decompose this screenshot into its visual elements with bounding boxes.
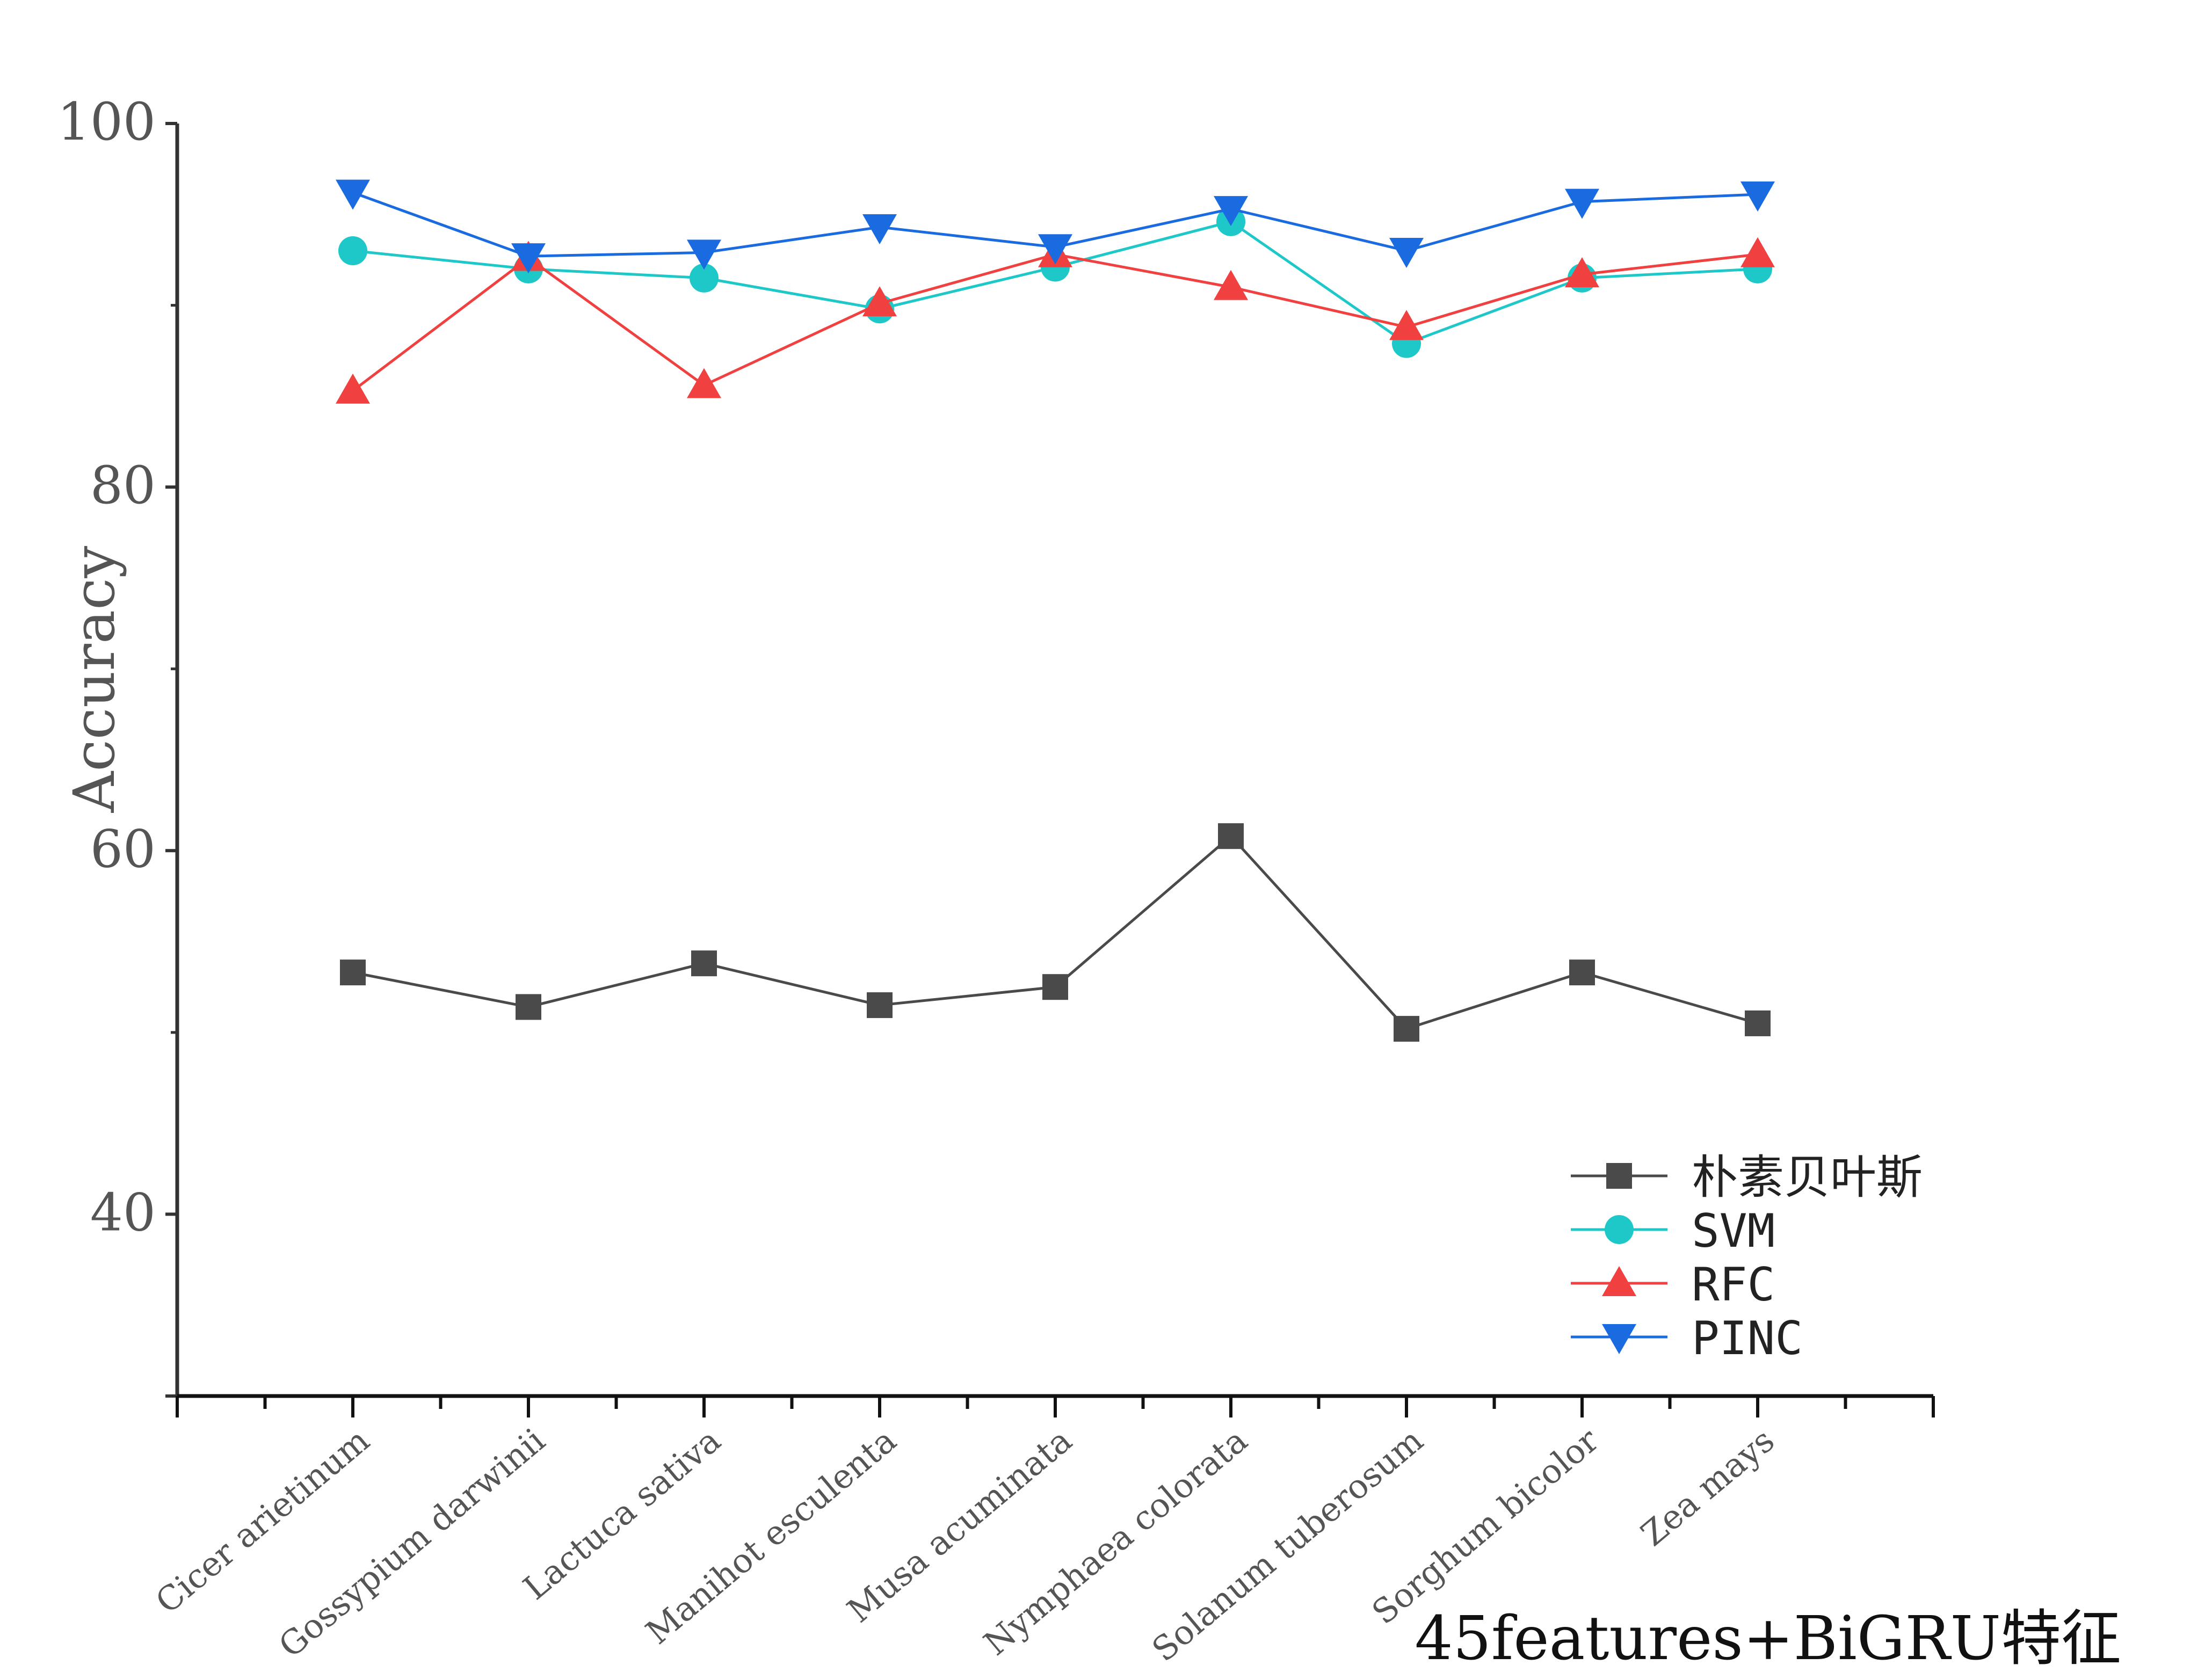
legend-item-naive-bayes: 朴素贝叶斯: [1571, 1151, 1923, 1204]
data-point-pinc: [1740, 181, 1775, 212]
data-point-rfc: [336, 373, 370, 404]
data-point-pinc: [336, 179, 370, 210]
data-point-rfc: [862, 286, 897, 317]
data-point-naive-bayes: [691, 950, 717, 977]
y-tick-label: 40: [90, 1182, 156, 1242]
legend-marker: [1602, 1324, 1636, 1354]
legend-label: PINC: [1692, 1312, 1803, 1365]
data-point-naive-bayes: [1745, 1010, 1771, 1036]
y-tick-label: 100: [57, 92, 156, 152]
y-tick-label: 80: [90, 455, 156, 515]
legend-label: RFC: [1692, 1258, 1775, 1312]
data-point-naive-bayes: [1569, 959, 1595, 986]
chart-caption: 45features+BiGRU特征: [1415, 1604, 2121, 1672]
data-point-naive-bayes: [1394, 1016, 1419, 1042]
data-point-pinc: [1214, 196, 1248, 227]
data-point-rfc: [1565, 257, 1599, 288]
data-point-pinc: [1389, 238, 1424, 268]
legend-marker: [1606, 1163, 1632, 1189]
legend-marker: [1605, 1215, 1634, 1244]
data-point-naive-bayes: [516, 994, 541, 1020]
data-point-naive-bayes: [340, 959, 366, 986]
legend-label: 朴素贝叶斯: [1692, 1151, 1923, 1204]
legend-item-svm: SVM: [1571, 1204, 1775, 1258]
data-point-pinc: [511, 243, 546, 274]
series-layer: [336, 179, 1775, 1042]
data-point-pinc: [862, 214, 897, 244]
legend-label: SVM: [1692, 1204, 1775, 1258]
data-point-naive-bayes: [1042, 974, 1068, 1000]
data-point-rfc: [1389, 310, 1424, 340]
y-tick-label: 60: [90, 819, 156, 879]
data-point-naive-bayes: [1218, 823, 1244, 849]
series-pinc: [336, 179, 1775, 274]
data-point-rfc: [687, 368, 721, 398]
data-point-pinc: [1565, 188, 1599, 219]
data-point-svm: [338, 236, 367, 265]
legend-item-pinc: PINC: [1571, 1312, 1803, 1365]
legend-item-rfc: RFC: [1571, 1258, 1775, 1312]
data-point-pinc: [687, 239, 721, 270]
y-axis-ticks: 40 60 80 100: [57, 92, 177, 1398]
series-naive-bayes: [340, 823, 1771, 1042]
legend-marker: [1602, 1266, 1636, 1296]
y-axis-title: Accuracy: [61, 546, 127, 813]
data-point-rfc: [1740, 237, 1775, 267]
data-point-svm: [690, 263, 719, 293]
data-point-pinc: [1038, 234, 1072, 265]
series-line-naive-bayes: [352, 834, 1758, 1030]
data-point-rfc: [1214, 270, 1248, 300]
data-point-naive-bayes: [867, 992, 893, 1019]
x-tick-label: Zea mays: [1634, 1421, 1782, 1554]
